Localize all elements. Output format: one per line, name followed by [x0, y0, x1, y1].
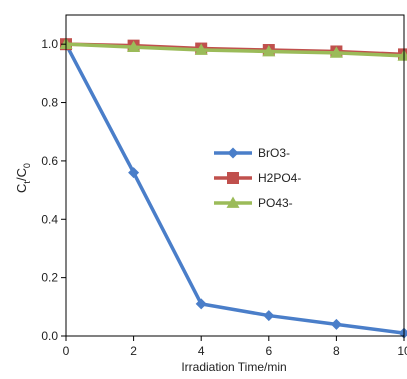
y-axis-title-mid: /C	[14, 168, 29, 181]
data-point	[398, 327, 407, 339]
y-tick-label: 1.0	[41, 37, 58, 51]
legend-label: PO43-	[258, 196, 293, 210]
y-tick-label: 0.6	[41, 154, 58, 168]
data-point	[194, 43, 208, 55]
data-point	[329, 46, 343, 58]
x-tick-label: 6	[265, 344, 272, 358]
data-point	[263, 310, 275, 322]
y-axis-title-main: C	[14, 184, 29, 193]
data-point	[195, 298, 207, 310]
y-tick-label: 0.2	[41, 271, 58, 285]
y-axis-title: Ct/C0	[14, 163, 32, 193]
data-point	[262, 44, 276, 57]
series-line	[65, 42, 405, 58]
legend-label: H2PO4-	[258, 171, 301, 185]
y-tick-label: 0.0	[41, 329, 58, 343]
series-line	[64, 43, 405, 335]
legend-swatch-marker	[227, 147, 239, 159]
axes: 0.0 0.2 0.4 0.6 0.8 1.0 0 2 4 6 8 10	[41, 14, 407, 358]
series-layer	[59, 37, 407, 339]
plot-border	[65, 14, 405, 337]
legend-entry-0: BrO3-	[214, 146, 290, 160]
legend-swatch-marker	[227, 172, 239, 184]
y-axis-title-sub1: t	[22, 181, 32, 184]
y-tick-label: 0.8	[41, 96, 58, 110]
y-axis-title-sub2: 0	[22, 163, 32, 168]
legend-entry-2: PO43-	[214, 196, 293, 210]
legend-swatch-marker	[226, 196, 240, 208]
x-axis-title: Irradiation Time/min	[181, 360, 286, 374]
x-tick-label: 8	[333, 344, 340, 358]
series-2	[59, 37, 407, 61]
data-point	[128, 167, 140, 179]
data-point	[330, 318, 342, 330]
x-tick-label: 0	[63, 344, 70, 358]
data-point	[127, 40, 141, 52]
legend-label: BrO3-	[258, 146, 290, 160]
x-tick-label: 10	[397, 344, 407, 358]
legend-entry-1: H2PO4-	[214, 171, 301, 185]
legend: BrO3- H2PO4- PO43-	[214, 146, 301, 210]
x-tick-label: 4	[198, 344, 205, 358]
series-0	[60, 38, 407, 339]
data-point	[397, 49, 407, 61]
y-tick-label: 0.4	[41, 212, 58, 226]
x-tick-label: 2	[130, 344, 137, 358]
